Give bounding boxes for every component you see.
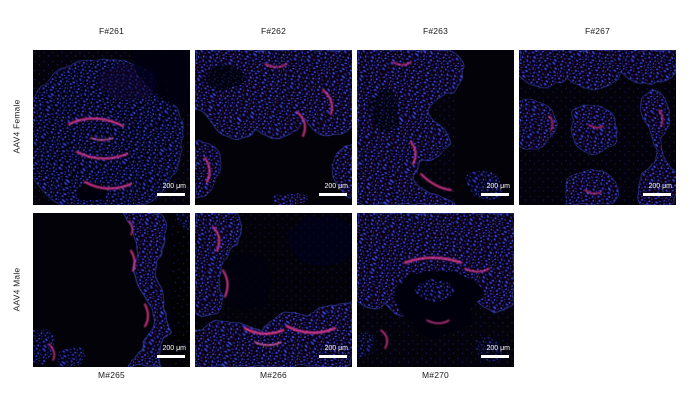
scale-bar: 200 μm — [319, 345, 349, 358]
micrograph-image — [33, 50, 190, 205]
panel-label-f261: F#261 — [98, 26, 125, 36]
scale-bar-label: 200 μm — [324, 183, 349, 190]
scale-bar-line — [481, 355, 509, 358]
micrograph-image — [195, 50, 352, 205]
micrograph-image — [357, 213, 514, 367]
micrograph-panel-m270: 200 μm — [357, 213, 514, 367]
micrograph-image — [33, 213, 190, 367]
panel-label-m270: M#270 — [422, 370, 449, 380]
scale-bar: 200 μm — [481, 345, 511, 358]
panel-label-f262: F#262 — [260, 26, 287, 36]
micrograph-panel-m266: 200 μm — [195, 213, 352, 367]
scale-bar-line — [319, 355, 347, 358]
scale-bar-label: 200 μm — [648, 183, 673, 190]
scale-bar: 200 μm — [157, 345, 187, 358]
scale-bar-label: 200 μm — [162, 183, 187, 190]
micrograph-image — [357, 50, 514, 205]
row-label-aav4-female: AAV4 Female — [11, 99, 22, 154]
row-label-aav4-male: AAV4 Male — [11, 267, 22, 312]
scale-bar: 200 μm — [157, 183, 187, 196]
scale-bar-line — [157, 193, 185, 196]
micrograph-panel-f263: 200 μm — [357, 50, 514, 205]
panel-label-m265: M#265 — [98, 370, 125, 380]
scale-bar: 200 μm — [319, 183, 349, 196]
scale-bar-label: 200 μm — [162, 345, 187, 352]
micrograph-image — [519, 50, 676, 205]
scale-bar-line — [643, 193, 671, 196]
micrograph-panel-f261: 200 μm — [33, 50, 190, 205]
panel-label-m266: M#266 — [260, 370, 287, 380]
micrograph-panel-f262: 200 μm — [195, 50, 352, 205]
scale-bar-label: 200 μm — [486, 183, 511, 190]
scale-bar-label: 200 μm — [486, 345, 511, 352]
scale-bar: 200 μm — [481, 183, 511, 196]
scale-bar: 200 μm — [643, 183, 673, 196]
scale-bar-line — [481, 193, 509, 196]
micrograph-panel-f267: 200 μm — [519, 50, 676, 205]
scale-bar-label: 200 μm — [324, 345, 349, 352]
scale-bar-line — [157, 355, 185, 358]
scale-bar-line — [319, 193, 347, 196]
micrograph-panel-m265: 200 μm — [33, 213, 190, 367]
micrograph-image — [195, 213, 352, 367]
panel-label-f267: F#267 — [584, 26, 611, 36]
panel-label-f263: F#263 — [422, 26, 449, 36]
